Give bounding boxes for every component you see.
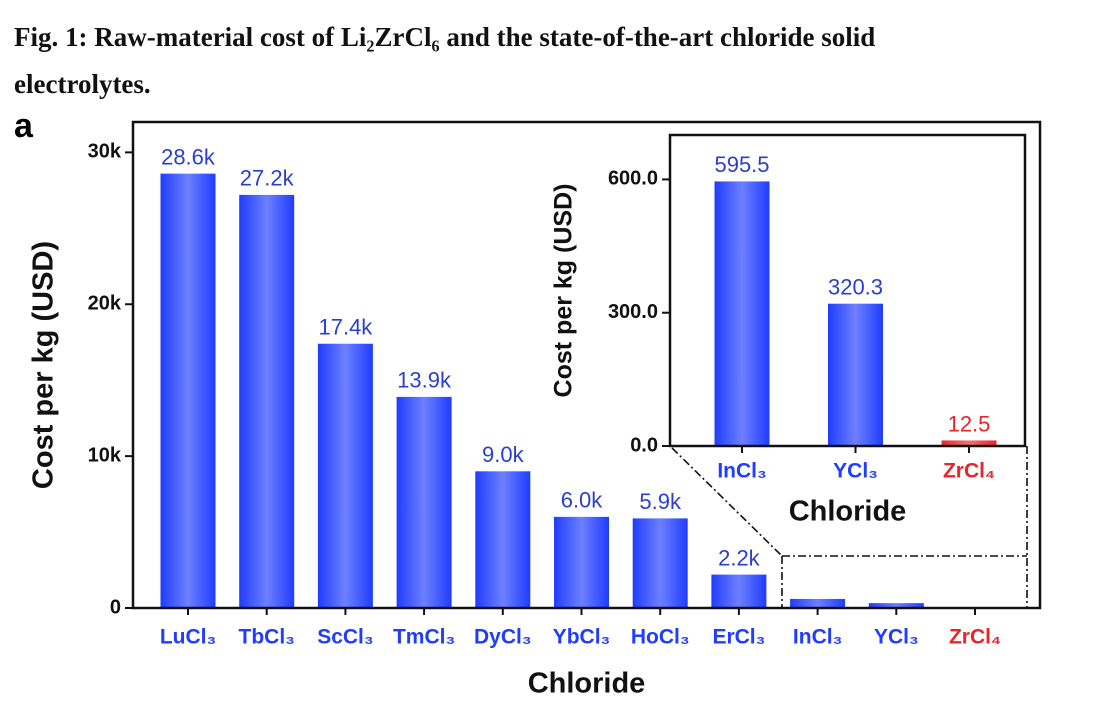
value-label: 320.3 (828, 275, 883, 300)
bar (868, 603, 924, 608)
x-tick-label: ZrCl₄ (949, 626, 1001, 649)
value-label: 28.6k (161, 144, 216, 169)
x-tick-label: YCl₃ (833, 460, 878, 483)
bar (941, 440, 997, 446)
value-label: 5.9k (639, 489, 682, 514)
x-tick-label: LuCl₃ (160, 626, 216, 649)
value-label: 17.4k (318, 315, 373, 340)
bar (632, 518, 688, 608)
x-tick-label: TbCl₃ (239, 626, 295, 649)
y-axis-label: Cost per kg (USD) (550, 184, 578, 398)
value-label: 6.0k (561, 488, 604, 513)
value-label: 13.9k (397, 368, 452, 393)
zoom-guides (671, 446, 1028, 608)
y-tick-label: 300.0 (608, 301, 658, 323)
x-axis-label: Chloride (789, 496, 907, 528)
x-tick-label: InCl₃ (793, 626, 842, 649)
x-axis-label: Chloride (528, 668, 646, 700)
plot-frame (668, 133, 1027, 448)
value-label: 12.5 (948, 411, 991, 436)
y-tick-label: 20k (88, 293, 122, 315)
panel-label: a (14, 107, 34, 145)
y-axis-label: Cost per kg (USD) (28, 241, 60, 489)
bar (239, 194, 295, 608)
bar (317, 343, 373, 608)
value-label: 2.2k (718, 545, 761, 570)
zoom-line (671, 447, 783, 557)
value-label: 9.0k (482, 442, 525, 467)
figure-title: Fig. 1: Raw-material cost of Li₂ZrCl₆ an… (14, 22, 876, 99)
x-tick-label: ZrCl₄ (943, 460, 995, 483)
y-tick-label: 30k (88, 141, 122, 163)
bar (711, 574, 767, 608)
y-tick-label: 600.0 (608, 168, 658, 190)
bar (396, 396, 452, 608)
bar (475, 471, 531, 608)
bar (554, 516, 609, 608)
y-tick-label: 0 (110, 596, 121, 618)
x-tick-label: InCl₃ (717, 460, 766, 483)
x-tick-label: YCl₃ (874, 626, 919, 649)
value-label: 27.2k (240, 166, 295, 191)
plot-frame (131, 120, 1042, 610)
x-tick-label: HoCl₃ (631, 626, 690, 649)
x-tick-label: ErCl₃ (712, 626, 765, 649)
value-label: 595.5 (714, 152, 769, 177)
x-tick-label: TmCl₃ (393, 626, 455, 649)
y-tick-label: 0.0 (630, 434, 658, 456)
bar (160, 173, 216, 608)
x-tick-label: ScCl₃ (317, 626, 373, 649)
y-tick-label: 10k (88, 444, 122, 466)
bar (790, 598, 846, 608)
x-tick-label: DyCl₃ (474, 626, 532, 649)
bar (828, 303, 883, 446)
x-tick-label: YbCl₃ (553, 626, 611, 649)
bar (714, 181, 770, 446)
